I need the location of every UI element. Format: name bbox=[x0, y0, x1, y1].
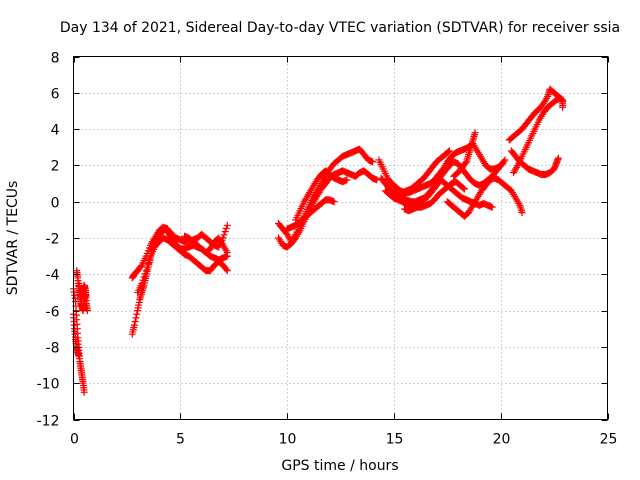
data-series bbox=[283, 196, 338, 233]
y-tick-label: -4 bbox=[46, 268, 60, 284]
y-tick-label: 6 bbox=[51, 87, 60, 103]
data-point bbox=[461, 159, 469, 167]
data-point bbox=[460, 185, 468, 193]
data-series bbox=[134, 234, 231, 296]
data-point bbox=[488, 203, 496, 211]
y-tick-label: 2 bbox=[51, 159, 60, 175]
data-point bbox=[500, 157, 508, 165]
data-point bbox=[139, 276, 147, 284]
data-point bbox=[138, 279, 146, 287]
x-tick-label: 15 bbox=[386, 432, 404, 448]
data-series bbox=[292, 167, 351, 224]
data-series bbox=[75, 279, 90, 302]
data-point bbox=[80, 388, 88, 396]
data-point bbox=[471, 129, 479, 137]
data-point bbox=[222, 265, 230, 273]
data-point bbox=[220, 231, 228, 239]
chart-title: Day 134 of 2021, Sidereal Day-to-day VTE… bbox=[60, 20, 620, 36]
data-point bbox=[75, 352, 83, 360]
data-point bbox=[137, 263, 145, 271]
data-points bbox=[70, 85, 567, 396]
data-point bbox=[554, 154, 562, 162]
data-point bbox=[130, 321, 138, 329]
y-axis-label: SDTVAR / TECUs bbox=[5, 181, 21, 296]
data-point bbox=[144, 259, 152, 267]
data-point bbox=[143, 263, 151, 271]
x-tick-label: 5 bbox=[176, 432, 185, 448]
data-series bbox=[450, 129, 479, 180]
data-series bbox=[505, 85, 567, 144]
data-series bbox=[510, 94, 567, 177]
tick-labels: 0 5 10 15 20 25 -12 -10 -8 -6 -4 -2 0 2 4 6 8 bbox=[37, 51, 618, 448]
y-tick-label: -10 bbox=[37, 377, 60, 393]
data-series bbox=[70, 310, 83, 360]
data-point bbox=[142, 267, 150, 275]
axis-ticks bbox=[73, 56, 609, 421]
y-tick-label: -2 bbox=[46, 232, 60, 248]
x-tick-label: 25 bbox=[600, 432, 618, 448]
data-point bbox=[343, 176, 351, 184]
data-point bbox=[518, 209, 526, 217]
data-point bbox=[132, 314, 140, 322]
data-point bbox=[141, 270, 149, 278]
data-point bbox=[223, 267, 231, 275]
y-tick-label: -12 bbox=[37, 414, 60, 430]
y-tick-label: 0 bbox=[51, 196, 60, 212]
y-tick-label: 4 bbox=[51, 123, 60, 139]
data-series bbox=[443, 174, 526, 220]
data-point bbox=[501, 156, 509, 164]
x-tick-label: 20 bbox=[493, 432, 511, 448]
y-tick-label: 8 bbox=[51, 51, 60, 67]
x-tick-label: 10 bbox=[279, 432, 297, 448]
data-point bbox=[445, 147, 453, 155]
x-axis-label: GPS time / hours bbox=[281, 458, 398, 474]
data-series bbox=[401, 178, 468, 215]
data-point bbox=[145, 256, 153, 264]
data-point bbox=[133, 310, 141, 318]
data-point bbox=[369, 158, 377, 166]
data-point bbox=[221, 228, 229, 236]
data-point bbox=[82, 292, 90, 300]
data-point bbox=[140, 273, 148, 281]
data-point bbox=[459, 184, 467, 192]
data-point bbox=[223, 249, 231, 257]
data-point bbox=[559, 103, 567, 111]
x-tick-label: 0 bbox=[70, 432, 79, 448]
data-point bbox=[83, 307, 91, 315]
y-tick-label: -8 bbox=[46, 341, 60, 357]
y-tick-label: -6 bbox=[46, 305, 60, 321]
data-series bbox=[394, 147, 453, 198]
data-point bbox=[222, 224, 230, 232]
data-point bbox=[444, 148, 452, 156]
data-series bbox=[181, 232, 231, 257]
data-point bbox=[330, 198, 338, 206]
data-point bbox=[223, 221, 231, 229]
data-point bbox=[131, 317, 139, 325]
